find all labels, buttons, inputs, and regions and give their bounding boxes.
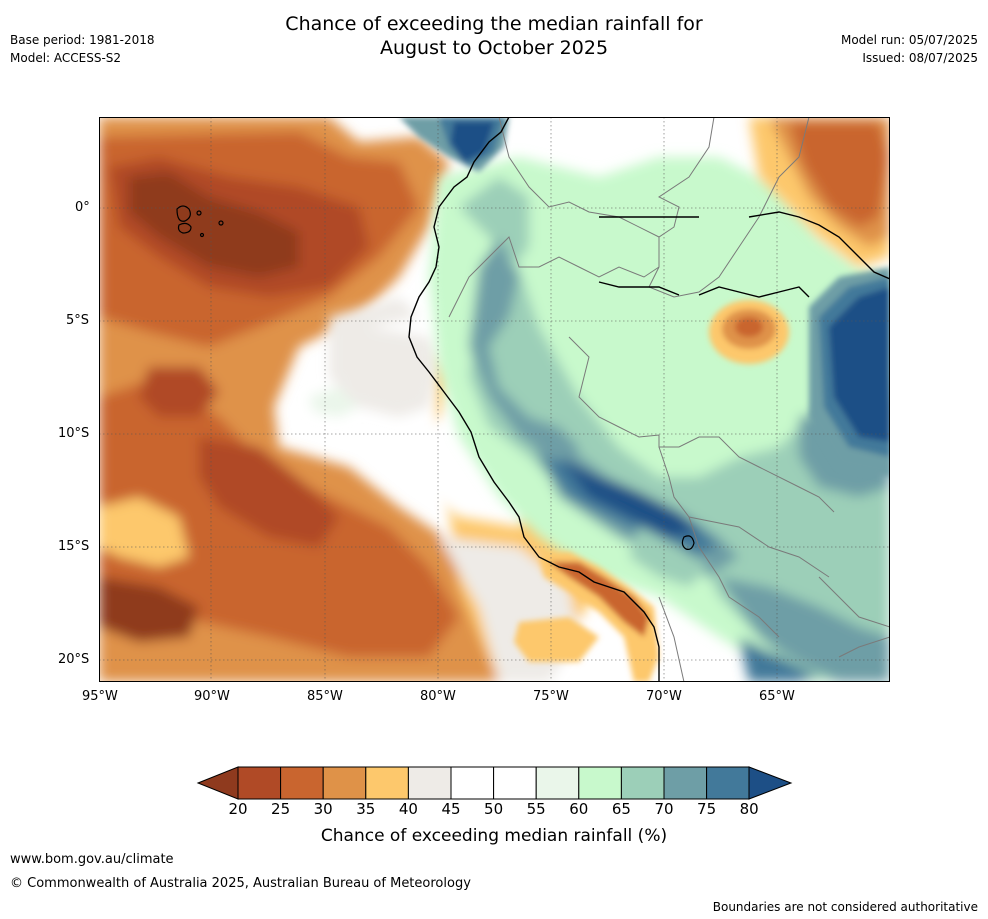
- lon-tick-90w: 90°W: [194, 689, 230, 704]
- galapagos-islands: [176, 205, 224, 238]
- colorbar-tick-label: 55: [526, 800, 546, 818]
- colorbar-tick-label: 35: [356, 800, 376, 818]
- colorbar-tick-label: 25: [271, 800, 291, 818]
- colorbar-cell: [450, 766, 495, 800]
- colorbar-tick-label: 70: [654, 800, 674, 818]
- colorbar-cell: [535, 766, 580, 800]
- map-title: Chance of exceeding the median rainfall …: [0, 12, 988, 60]
- colorbar-tick-label: 40: [398, 800, 418, 818]
- lon-tick-80w: 80°W: [420, 689, 456, 704]
- colorbar-title: Chance of exceeding median rainfall (%): [320, 826, 668, 846]
- dry-region-north-east: [749, 117, 890, 267]
- dry-blob-interior: [709, 300, 789, 364]
- lat-tick-10s: 10°S: [58, 426, 90, 441]
- colorbar-cell: [365, 766, 409, 800]
- colorbar-cell: [407, 766, 452, 800]
- base-period-label: Base period: 1981-2018: [10, 33, 155, 47]
- lat-tick-0: 0°: [75, 200, 90, 215]
- coastline: [408, 117, 890, 682]
- title-line-2: August to October 2025: [379, 37, 609, 59]
- wet-region-colombia: [399, 117, 509, 172]
- website-url[interactable]: www.bom.gov.au/climate: [10, 852, 174, 867]
- lat-tick-20s: 20°S: [58, 652, 90, 667]
- colorbar-cell: [237, 766, 282, 800]
- colorbar-cell: [280, 766, 324, 800]
- colorbar-cell: [322, 766, 367, 800]
- dry-region-pacific: [99, 117, 619, 682]
- colorbar-tick-label: 65: [611, 800, 631, 818]
- model-run-label: Model run: 05/07/2025: [840, 33, 978, 47]
- colorbar-cell: [620, 766, 665, 800]
- lake-titicaca: [681, 535, 695, 550]
- colorbar-tick-label: 75: [697, 800, 717, 818]
- colorbar-low-extension: [196, 766, 239, 800]
- map-canvas: [99, 117, 890, 682]
- colorbar-tick-label: 80: [739, 800, 759, 818]
- colorbar-cell: [663, 766, 708, 800]
- colorbar-cell: [493, 766, 537, 800]
- copyright-notice: © Commonwealth of Australia 2025, Austra…: [10, 876, 471, 891]
- colorbar-high-extension: [748, 766, 793, 800]
- colorbar: [196, 766, 793, 800]
- lon-tick-75w: 75°W: [533, 689, 569, 704]
- colorbar-tick-label: 20: [228, 800, 248, 818]
- colorbar-cell: [578, 766, 622, 800]
- map-frame: [99, 117, 890, 682]
- colorbar-cell: [706, 766, 750, 800]
- colorbar-tick-label: 50: [484, 800, 504, 818]
- colorbar-tick-label: 30: [313, 800, 333, 818]
- lon-tick-65w: 65°W: [759, 689, 795, 704]
- lon-tick-85w: 85°W: [307, 689, 343, 704]
- colorbar-tick-label: 45: [441, 800, 461, 818]
- rainfall-probability-map: [99, 117, 890, 682]
- very-wet-region-east: [809, 267, 890, 477]
- issued-label: Issued: 08/07/2025: [862, 51, 978, 65]
- lon-tick-70w: 70°W: [646, 689, 682, 704]
- lon-tick-95w: 95°W: [82, 689, 118, 704]
- model-label: Model: ACCESS-S2: [10, 51, 122, 65]
- lat-tick-5s: 5°S: [66, 313, 90, 328]
- colorbar-tick-label: 60: [569, 800, 589, 818]
- dry-band-peru-coast: [514, 552, 659, 682]
- boundaries-disclaimer: Boundaries are not considered authoritat…: [712, 900, 978, 914]
- colorbar-tick-labels: 20 25 30 35 40 45 50 55 60 65 70 75 80: [0, 800, 988, 822]
- lat-tick-15s: 15°S: [58, 539, 90, 554]
- title-line-1: Chance of exceeding the median rainfall …: [285, 13, 703, 35]
- country-borders: [448, 117, 890, 682]
